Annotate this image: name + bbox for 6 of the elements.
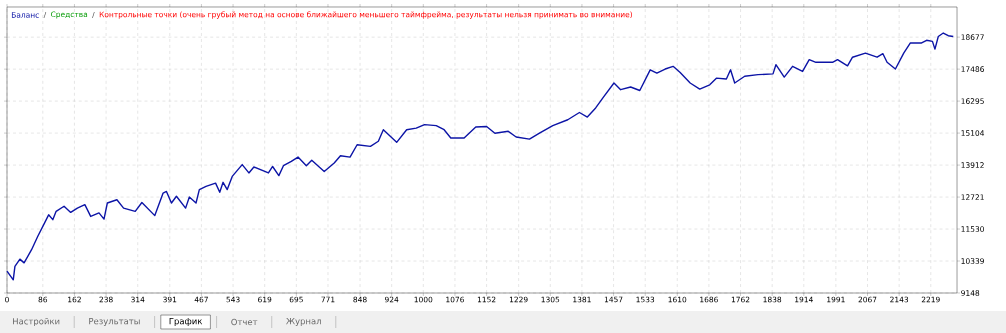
text: Журнал — [286, 318, 321, 326]
text: График — [169, 318, 203, 326]
text: Отчет — [231, 318, 258, 326]
text: Результаты — [89, 318, 140, 326]
line-series — [6, 32, 954, 281]
text: Настройки — [13, 317, 60, 327]
